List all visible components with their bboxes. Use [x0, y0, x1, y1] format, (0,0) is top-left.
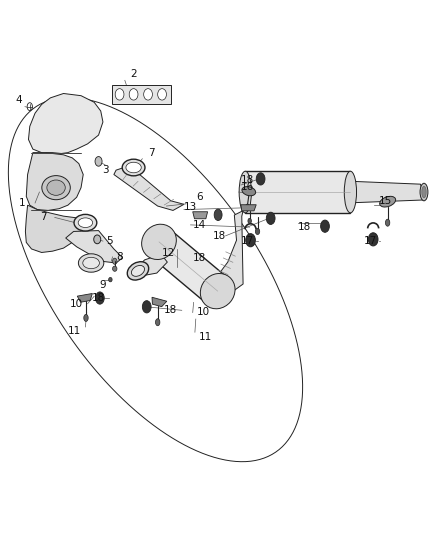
Text: 2: 2	[130, 69, 137, 79]
Ellipse shape	[144, 88, 152, 100]
Polygon shape	[66, 231, 123, 263]
Text: 13: 13	[184, 203, 197, 212]
Text: 16: 16	[241, 182, 254, 192]
Text: 3: 3	[102, 165, 109, 175]
Text: 9: 9	[99, 280, 106, 290]
Ellipse shape	[95, 157, 102, 166]
Polygon shape	[112, 85, 171, 103]
Polygon shape	[193, 212, 208, 219]
Text: 4: 4	[15, 95, 22, 105]
Ellipse shape	[84, 314, 88, 321]
Ellipse shape	[126, 162, 141, 173]
Ellipse shape	[141, 224, 177, 260]
Ellipse shape	[131, 265, 145, 276]
Ellipse shape	[83, 257, 99, 269]
Text: 18: 18	[212, 231, 226, 241]
Text: 11: 11	[68, 326, 81, 336]
Ellipse shape	[47, 180, 65, 195]
Polygon shape	[77, 294, 92, 302]
Text: 18: 18	[193, 253, 206, 263]
Text: 10: 10	[70, 298, 83, 309]
Ellipse shape	[142, 301, 151, 313]
Polygon shape	[26, 152, 83, 211]
Polygon shape	[25, 205, 82, 253]
Ellipse shape	[422, 187, 426, 198]
Text: 17: 17	[241, 236, 254, 246]
Polygon shape	[28, 93, 103, 154]
Ellipse shape	[368, 233, 378, 246]
Text: 7: 7	[40, 213, 47, 222]
Polygon shape	[114, 166, 184, 211]
Ellipse shape	[94, 235, 101, 244]
Polygon shape	[135, 254, 167, 276]
Text: 18: 18	[164, 305, 177, 316]
Ellipse shape	[78, 254, 104, 272]
Ellipse shape	[344, 171, 357, 213]
Ellipse shape	[155, 319, 160, 326]
Ellipse shape	[113, 258, 117, 264]
Ellipse shape	[95, 292, 104, 304]
Text: 18: 18	[298, 222, 311, 232]
Ellipse shape	[115, 88, 124, 100]
Polygon shape	[241, 205, 256, 211]
Ellipse shape	[122, 159, 145, 176]
Ellipse shape	[109, 278, 112, 282]
Ellipse shape	[127, 262, 148, 280]
Text: 18: 18	[241, 175, 254, 185]
Ellipse shape	[245, 204, 250, 211]
Ellipse shape	[129, 88, 138, 100]
Text: 6: 6	[196, 192, 203, 203]
Polygon shape	[152, 297, 167, 306]
Polygon shape	[346, 181, 425, 203]
Text: 7: 7	[148, 149, 155, 158]
Ellipse shape	[242, 187, 256, 196]
Text: 5: 5	[106, 236, 113, 246]
Text: 18: 18	[92, 294, 105, 303]
Ellipse shape	[246, 233, 255, 247]
Ellipse shape	[248, 219, 251, 223]
Ellipse shape	[74, 214, 97, 231]
Ellipse shape	[239, 171, 251, 213]
Polygon shape	[148, 229, 228, 304]
Text: 15: 15	[379, 196, 392, 206]
Ellipse shape	[27, 103, 32, 110]
Ellipse shape	[200, 273, 235, 309]
Text: 11: 11	[199, 332, 212, 342]
Ellipse shape	[266, 212, 275, 224]
Text: 1: 1	[18, 198, 25, 208]
Ellipse shape	[42, 175, 70, 200]
Ellipse shape	[321, 220, 329, 232]
Ellipse shape	[385, 219, 390, 226]
Ellipse shape	[420, 183, 428, 201]
Text: 8: 8	[116, 252, 123, 262]
Ellipse shape	[256, 173, 265, 185]
Ellipse shape	[78, 218, 93, 228]
Ellipse shape	[214, 209, 222, 221]
Ellipse shape	[255, 229, 260, 235]
Ellipse shape	[158, 88, 166, 100]
Polygon shape	[245, 171, 350, 213]
Text: 17: 17	[364, 236, 377, 246]
Text: 14: 14	[193, 220, 206, 230]
Polygon shape	[218, 211, 243, 292]
Ellipse shape	[380, 196, 396, 207]
Ellipse shape	[113, 266, 117, 271]
Text: 12: 12	[162, 248, 175, 259]
Text: 10: 10	[197, 308, 210, 318]
